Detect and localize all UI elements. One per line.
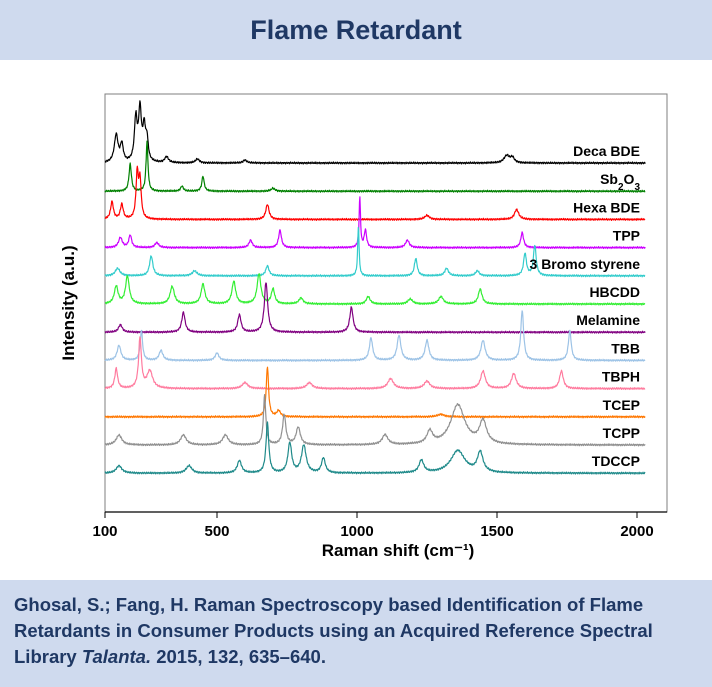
series-label: Melamine: [576, 312, 640, 328]
series-line-5: [104, 273, 646, 306]
series-line-1: [104, 140, 646, 193]
raman-chart: 100 500 1000 1500 2000 Deca BDE Sb2O3 Hexa BDE…: [59, 93, 668, 560]
x-axis-label: Raman shift (cm⁻¹): [322, 541, 475, 560]
series-line-3: [104, 196, 646, 250]
citation-authors: Ghosal, S.; Fang, H. Raman Spectroscopy …: [14, 594, 653, 667]
series-line-6: [104, 282, 646, 334]
series-label: Deca BDE: [573, 143, 640, 159]
series-line-9: [104, 366, 646, 419]
series-label: TCPP: [603, 425, 640, 441]
x-tick-label: 1000: [340, 523, 373, 540]
citation-details: 2015, 132, 635–640.: [151, 646, 326, 667]
series-label: Hexa BDE: [573, 199, 640, 215]
series-label: TPP: [613, 228, 640, 244]
series-label: 3 Bromo styrene: [530, 256, 641, 272]
citation-journal: Talanta.: [81, 646, 152, 667]
series-line-8: [104, 336, 646, 391]
series-label: Sb2O3: [600, 171, 640, 193]
series-line-10: [104, 394, 646, 447]
x-tick-label: 100: [92, 523, 117, 540]
x-tick-label: 2000: [620, 523, 653, 540]
series-label: TBB: [611, 340, 640, 356]
citation-box: Ghosal, S.; Fang, H. Raman Spectroscopy …: [0, 580, 712, 687]
x-tick-label: 500: [204, 523, 229, 540]
series-line-2: [104, 165, 646, 221]
series-label: TCEP: [603, 397, 640, 413]
page-title: Flame Retardant: [250, 14, 462, 45]
series-line-7: [104, 310, 646, 362]
y-axis-label: Intensity (a.u.): [59, 245, 78, 360]
series-layer: Deca BDE Sb2O3 Hexa BDE TPP 3 Bromo styrene H…: [104, 100, 646, 475]
series-label: HBCDD: [589, 284, 640, 300]
series-label: TBPH: [602, 369, 640, 385]
series-line-11: [104, 421, 646, 475]
series-label: TDCCP: [592, 453, 640, 469]
series-line-4: [104, 226, 646, 278]
title-banner: Flame Retardant: [0, 0, 712, 60]
x-tick-layer: 100 500 1000 1500 2000: [92, 512, 654, 540]
series-line-0: [104, 100, 646, 165]
x-tick-label: 1500: [480, 523, 513, 540]
